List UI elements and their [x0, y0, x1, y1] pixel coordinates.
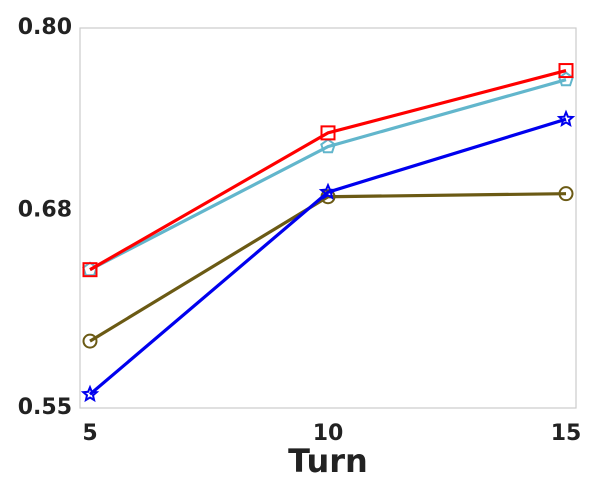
marker	[320, 125, 336, 141]
series-line	[89, 78, 567, 272]
marker	[558, 186, 574, 202]
marker	[82, 262, 98, 278]
marker	[320, 138, 336, 154]
y-tick-label: 0.80	[18, 15, 72, 40]
x-tick-label: 5	[82, 421, 97, 446]
series-line	[88, 117, 567, 396]
marker	[558, 63, 574, 79]
marker	[556, 109, 576, 127]
series-line	[89, 69, 567, 272]
y-tick-label: 0.68	[18, 197, 72, 222]
x-tick-label: 15	[551, 421, 582, 446]
x-axis-label: Turn	[288, 442, 368, 480]
y-tick-label: 0.55	[18, 395, 72, 420]
marker	[80, 384, 100, 403]
plot-frame	[79, 27, 577, 409]
marker	[318, 182, 338, 200]
marker	[82, 333, 98, 349]
x-tick-label: 10	[313, 421, 344, 446]
series-line	[89, 192, 567, 343]
